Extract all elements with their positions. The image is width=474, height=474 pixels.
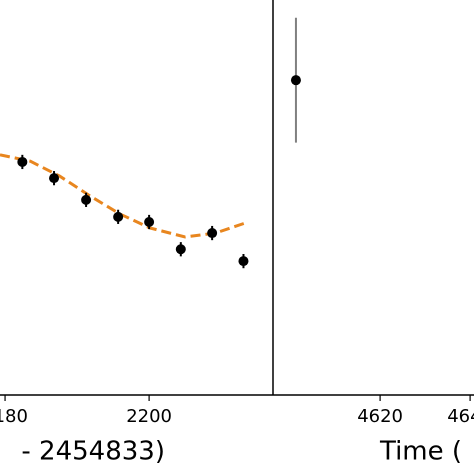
x-axis-label: - 2454833) — [21, 437, 165, 467]
data-point — [17, 156, 28, 167]
data-point — [49, 173, 60, 184]
data-point — [144, 216, 155, 227]
data-point — [113, 211, 124, 222]
x-tick-label: 2180 — [0, 406, 28, 427]
data-point — [238, 256, 249, 267]
data-point — [175, 244, 186, 255]
model-curve — [0, 153, 249, 239]
x-axis-label: Time ( — [379, 437, 462, 467]
data-point — [290, 75, 301, 86]
x-tick-label: 4620 — [357, 406, 403, 427]
x-tick-label: 2200 — [126, 406, 172, 427]
data-point — [81, 194, 92, 205]
x-tick-label: 4640 — [447, 406, 474, 427]
data-point — [207, 228, 218, 239]
